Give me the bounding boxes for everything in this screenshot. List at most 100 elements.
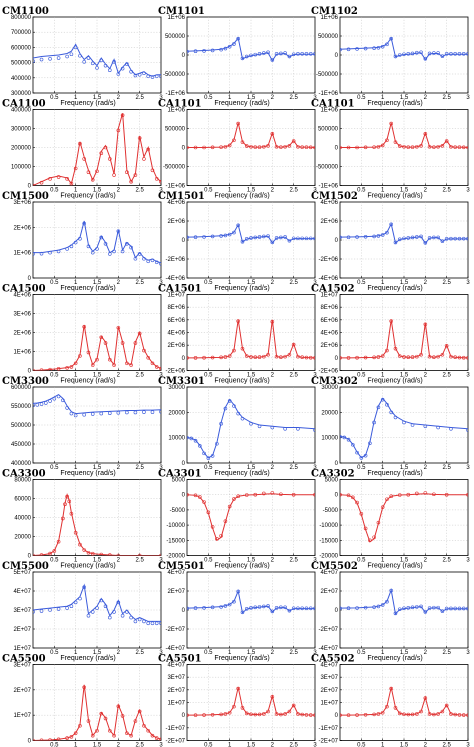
x-tick-label: 0.5 xyxy=(50,743,59,747)
measured-point xyxy=(350,495,355,500)
x-tick-label: 1 xyxy=(228,280,232,286)
x-tick-label: 1 xyxy=(228,188,232,194)
chart-title: CA3300 xyxy=(2,469,46,480)
measured-point xyxy=(270,609,275,614)
y-tick-label: 0 xyxy=(28,554,32,560)
chart-title: CM3301 xyxy=(158,376,205,387)
measured-point xyxy=(266,50,270,55)
data-area xyxy=(33,220,161,266)
measured-point xyxy=(346,437,351,442)
y-tick-label: -500000 xyxy=(316,72,339,78)
y-tick-label: -5000 xyxy=(170,508,186,514)
computed-line xyxy=(33,493,161,556)
measured-point xyxy=(389,686,394,691)
x-tick-label: 1.5 xyxy=(247,373,256,379)
y-tick-label: 3E+06 xyxy=(13,200,31,206)
x-tick-label: 2.5 xyxy=(135,650,144,656)
x-tick-label: 3 xyxy=(466,373,470,379)
y-tick-label: 20000 xyxy=(321,410,338,416)
x-tick-label: 1 xyxy=(228,373,232,379)
x-tick-label: 0.5 xyxy=(50,558,59,564)
y-tick-label: 400000 xyxy=(11,76,32,82)
x-tick-label: 3 xyxy=(159,558,163,564)
x-axis-label: Frequency (rad/s) xyxy=(214,285,269,292)
chart-title: CM1501 xyxy=(158,191,205,202)
x-tick-label: 2 xyxy=(271,558,275,564)
y-tick-label: 0 xyxy=(335,53,339,59)
y-tick-label: 400000 xyxy=(11,461,32,467)
measured-point xyxy=(65,177,69,181)
x-tick-label: 1.5 xyxy=(93,650,102,656)
y-tick-label: 0 xyxy=(28,369,32,375)
x-tick-label: 2.5 xyxy=(289,743,298,747)
plot-frame xyxy=(339,386,469,464)
x-axis-label: Frequency (rad/s) xyxy=(367,470,422,477)
x-tick-label: 1 xyxy=(381,650,385,656)
x-axis-label: Frequency (rad/s) xyxy=(60,378,115,385)
chart-title: CA1100 xyxy=(2,99,46,110)
x-tick-label: 0.5 xyxy=(204,743,213,747)
x-tick-label: 1.5 xyxy=(93,188,102,194)
x-tick-label: 2 xyxy=(424,558,428,564)
x-tick-label: 1.5 xyxy=(93,558,102,564)
x-tick-label: 3 xyxy=(159,95,163,101)
x-tick-label: 2 xyxy=(424,743,428,747)
y-tick-label: 400000 xyxy=(11,108,32,114)
measured-point xyxy=(116,553,121,556)
measured-point xyxy=(423,241,428,245)
measured-point xyxy=(146,728,150,733)
measured-point xyxy=(440,609,445,613)
measured-point xyxy=(82,548,86,552)
x-tick-label: 0.5 xyxy=(204,373,213,379)
x-axis-label: Frequency (rad/s) xyxy=(214,100,269,107)
x-axis-label: Frequency (rad/s) xyxy=(60,563,115,570)
computed-line xyxy=(33,393,161,415)
y-tick-label: -500000 xyxy=(163,72,186,78)
y-tick-label: 0 xyxy=(182,53,186,59)
x-tick-label: 2.5 xyxy=(442,558,451,564)
x-tick-label: 2.5 xyxy=(289,558,298,564)
measured-point xyxy=(73,361,78,366)
measured-point xyxy=(137,553,142,556)
measured-point xyxy=(73,731,78,735)
x-tick-label: 2 xyxy=(117,280,121,286)
x-tick-label: 1.5 xyxy=(247,188,256,194)
data-area xyxy=(187,589,315,615)
y-tick-label: 4E+07 xyxy=(320,570,338,576)
y-tick-label: 3E+07 xyxy=(320,675,338,681)
x-tick-label: 0.5 xyxy=(50,95,59,101)
x-tick-label: 3 xyxy=(466,743,470,747)
data-area xyxy=(340,686,468,717)
data-area xyxy=(340,588,468,616)
y-tick-label: -2E+07 xyxy=(165,739,185,745)
computed-line xyxy=(340,122,468,148)
computed-line xyxy=(187,398,315,459)
x-tick-label: 2.5 xyxy=(135,373,144,379)
measured-point xyxy=(359,456,364,460)
y-tick-label: 100000 xyxy=(11,165,32,171)
x-tick-label: 1 xyxy=(74,95,78,101)
x-axis-label: Frequency (rad/s) xyxy=(214,563,269,570)
measured-point xyxy=(283,51,287,55)
measured-point xyxy=(466,428,468,432)
y-tick-label: 4E+06 xyxy=(167,331,185,337)
y-tick-label: 1E+06 xyxy=(320,15,338,21)
chart-title: CA3302 xyxy=(311,469,355,480)
x-tick-label: 1.5 xyxy=(400,373,409,379)
x-tick-label: 3 xyxy=(313,373,317,379)
plot-frame xyxy=(32,201,162,279)
measured-point xyxy=(313,428,315,432)
y-tick-label: -1E+07 xyxy=(165,726,185,732)
x-tick-label: 1 xyxy=(381,558,385,564)
x-axis-label: Frequency (rad/s) xyxy=(214,655,269,662)
x-tick-label: 1 xyxy=(74,558,78,564)
computed-line xyxy=(340,36,468,61)
measured-point xyxy=(159,621,161,626)
x-tick-label: 1.5 xyxy=(93,373,102,379)
